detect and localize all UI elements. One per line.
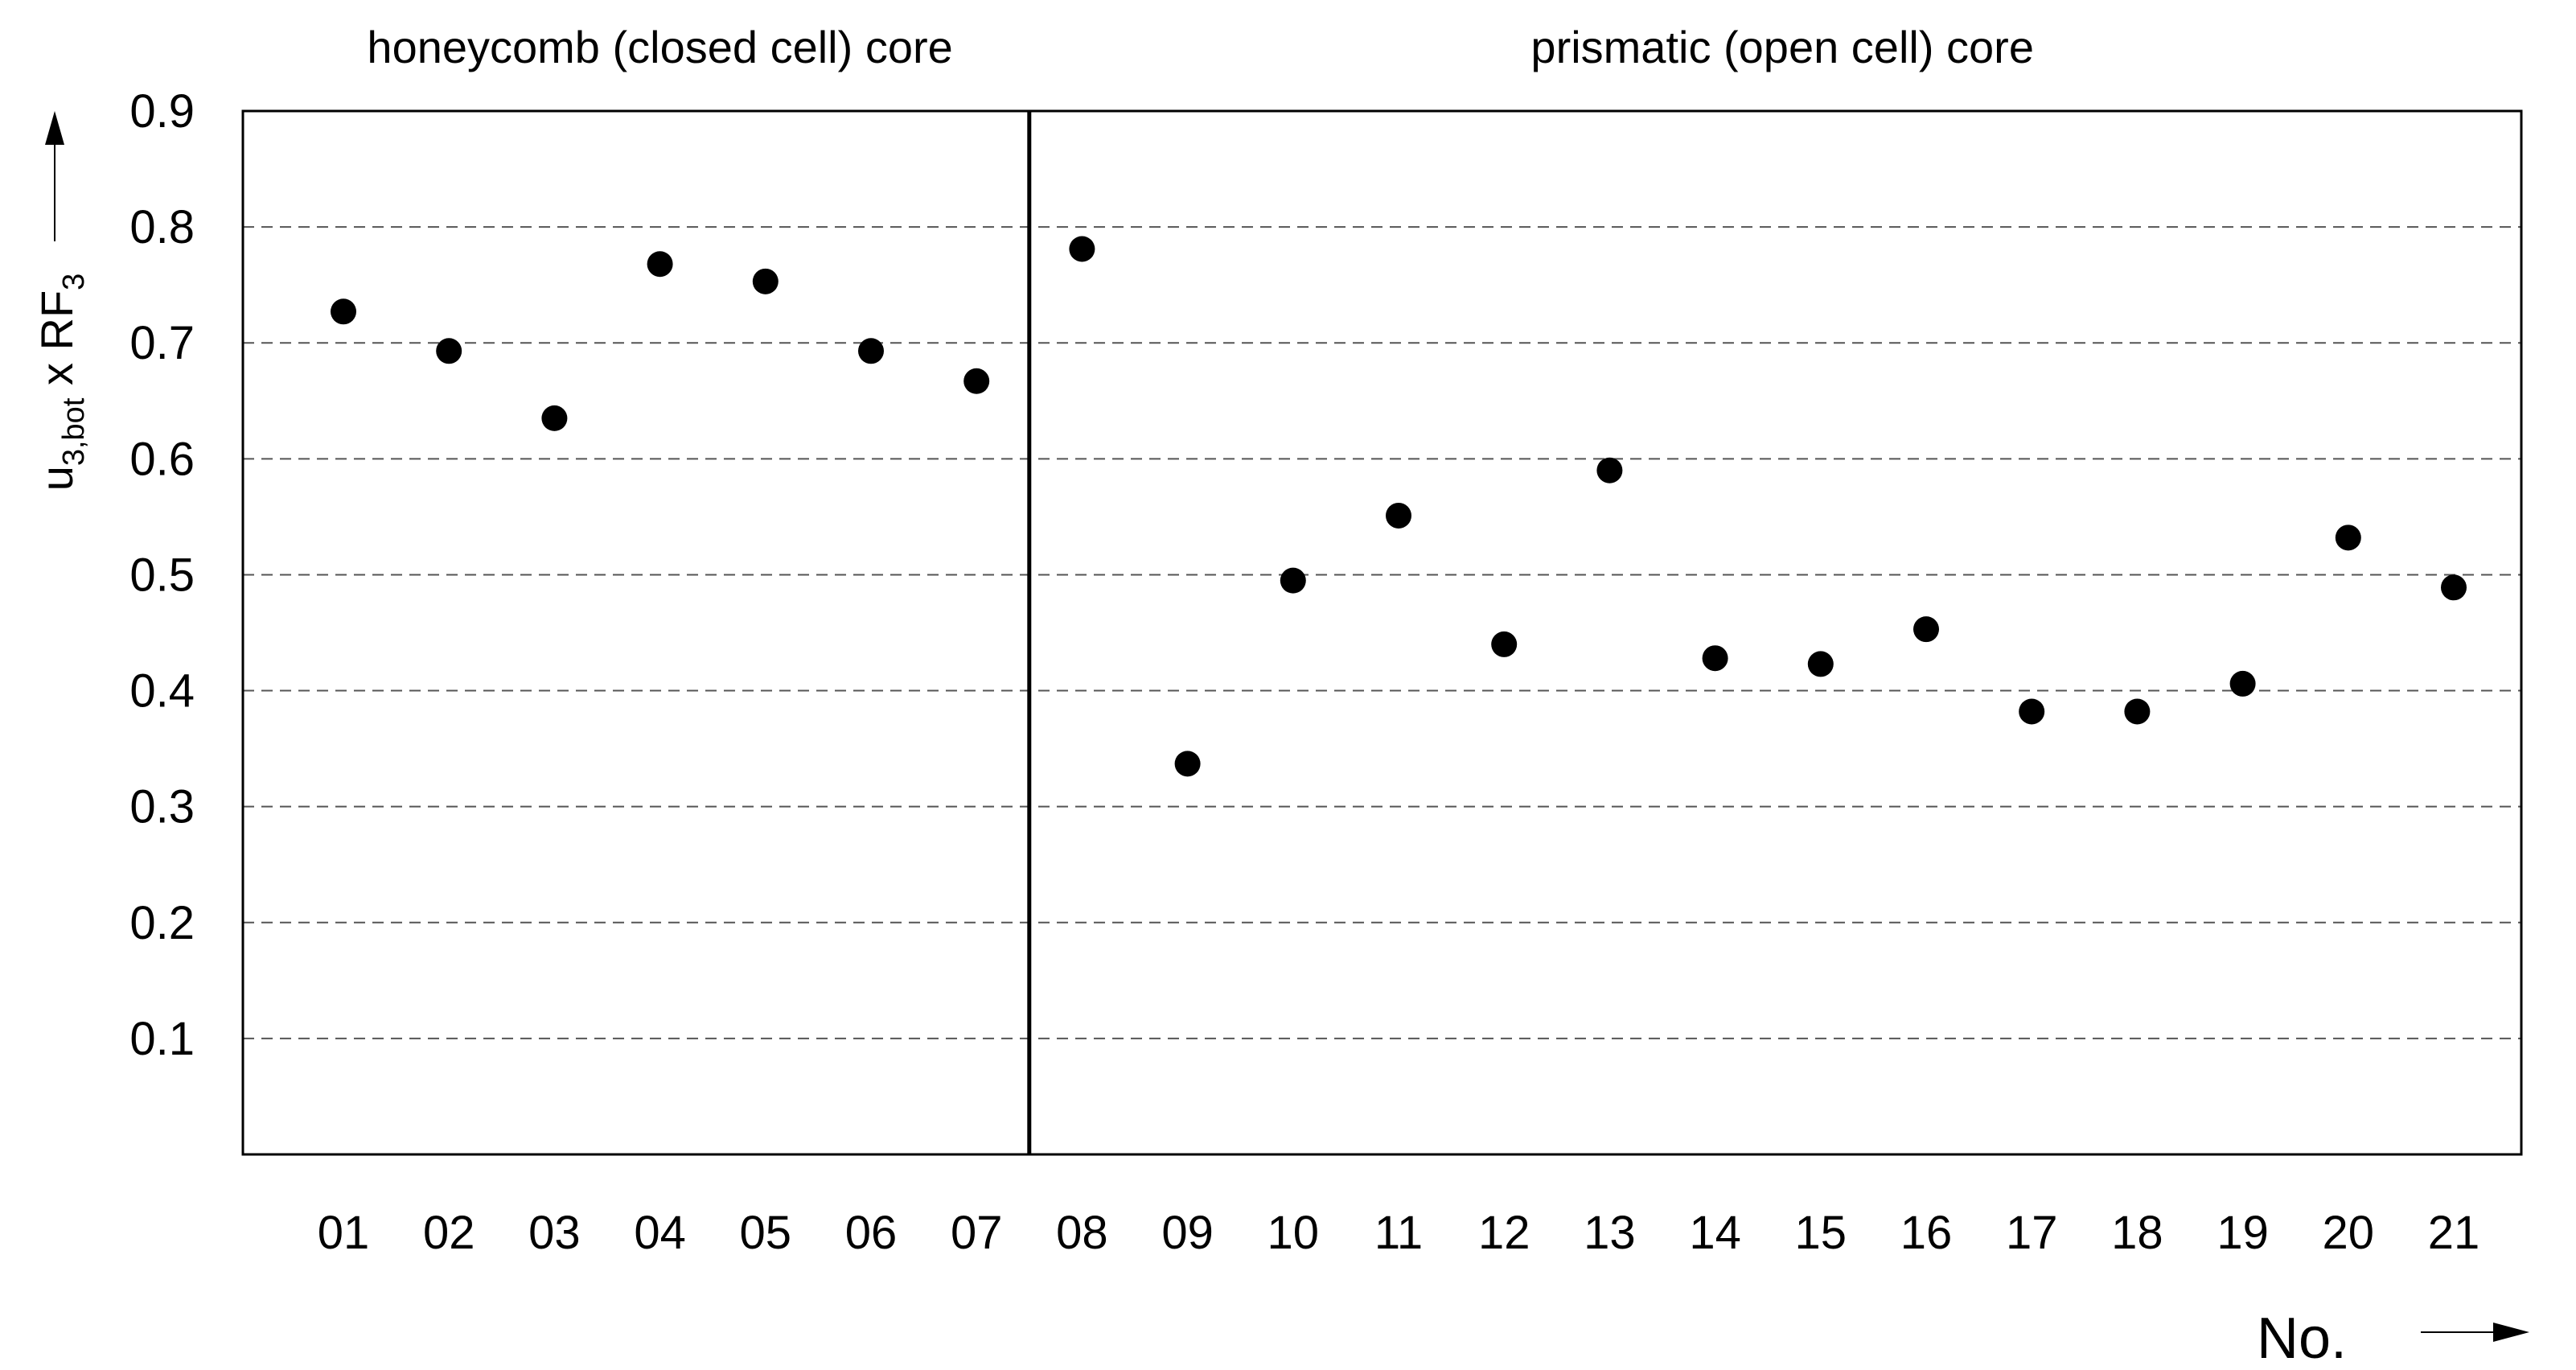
x-tick-label: 04 [634, 1207, 686, 1259]
data-point-21 [2441, 574, 2467, 601]
x-tick-label: 14 [1689, 1207, 1741, 1259]
data-point-06 [858, 338, 884, 364]
y-label-times: x [31, 350, 82, 397]
x-tick-label: 02 [423, 1207, 475, 1259]
x-tick-label: 13 [1584, 1207, 1636, 1259]
data-point-02 [436, 338, 462, 364]
data-point-16 [1913, 616, 1939, 643]
x-tick-label: 06 [845, 1207, 898, 1259]
y-tick-label: 0.4 [129, 665, 195, 718]
x-tick-label: 18 [2111, 1207, 2163, 1259]
plot-frame [241, 109, 2523, 1156]
data-point-11 [1386, 502, 1411, 529]
data-point-10 [1280, 567, 1306, 594]
y-tick-label: 0.1 [129, 1013, 195, 1065]
svg-text:u3,bot x RF3: u3,bot x RF3 [31, 274, 91, 492]
data-point-18 [2124, 698, 2151, 725]
data-point-01 [331, 298, 356, 325]
y-label-factor: RF [31, 290, 82, 351]
data-point-03 [541, 405, 568, 431]
x-tick-labels: 01 02 03 04 05 06 07 08 09 10 11 12 13 14 15 16 17 18 19 20… [318, 1207, 2480, 1259]
y-tick-label: 0.5 [129, 549, 195, 601]
y-tick-label: 0.8 [129, 201, 195, 253]
x-tick-label: 03 [528, 1207, 581, 1259]
y-label-base-sub: 3,bot [57, 397, 91, 466]
data-point-15 [1807, 651, 1834, 677]
x-tick-label: 17 [2006, 1207, 2058, 1259]
y-tick-label: 0.2 [129, 897, 195, 949]
data-point-12 [1491, 631, 1518, 657]
x-tick-label: 08 [1056, 1207, 1108, 1259]
y-tick-label: 0.6 [129, 433, 195, 485]
y-tick-label: 0.3 [129, 781, 195, 833]
x-tick-label: 16 [1900, 1207, 1953, 1259]
data-points [331, 236, 2467, 777]
y-label-factor-sub: 3 [57, 274, 91, 290]
data-point-19 [2229, 670, 2256, 697]
x-axis-label: No. [2257, 1306, 2347, 1370]
data-point-17 [2019, 698, 2045, 725]
y-label-base: u [31, 466, 82, 491]
data-point-13 [1596, 457, 1623, 483]
x-tick-label: 05 [740, 1207, 792, 1259]
x-tick-label: 12 [1478, 1207, 1530, 1259]
y-tick-labels: 0.1 0.2 0.3 0.4 0.5 0.6 0.7 0.8 0.9 [129, 85, 195, 1065]
data-point-07 [963, 368, 990, 394]
x-tick-label: 15 [1795, 1207, 1847, 1259]
x-axis-arrow-icon [2421, 1323, 2529, 1342]
data-point-20 [2335, 525, 2361, 551]
data-point-08 [1069, 236, 1095, 262]
grid-lines [243, 226, 2521, 1039]
data-point-14 [1702, 645, 1728, 672]
y-tick-label: 0.9 [129, 85, 195, 138]
x-tick-label: 01 [318, 1207, 370, 1259]
x-tick-label: 19 [2217, 1207, 2269, 1259]
group-label-honeycomb: honeycomb (closed cell) core [367, 22, 952, 72]
y-tick-label: 0.7 [129, 317, 195, 369]
x-tick-label: 09 [1161, 1207, 1214, 1259]
y-axis-arrow-icon [45, 111, 64, 241]
x-tick-label: 10 [1267, 1207, 1320, 1259]
x-tick-label: 07 [951, 1207, 1003, 1259]
data-point-09 [1174, 751, 1201, 777]
x-tick-label: 21 [2428, 1207, 2480, 1259]
group-label-prismatic: prismatic (open cell) core [1530, 22, 2034, 72]
data-point-05 [752, 268, 779, 294]
data-point-04 [647, 251, 673, 278]
x-tick-label: 11 [1374, 1207, 1423, 1259]
x-tick-label: 20 [2323, 1207, 2375, 1259]
y-axis-label: u3,bot x RF3 [31, 274, 91, 492]
